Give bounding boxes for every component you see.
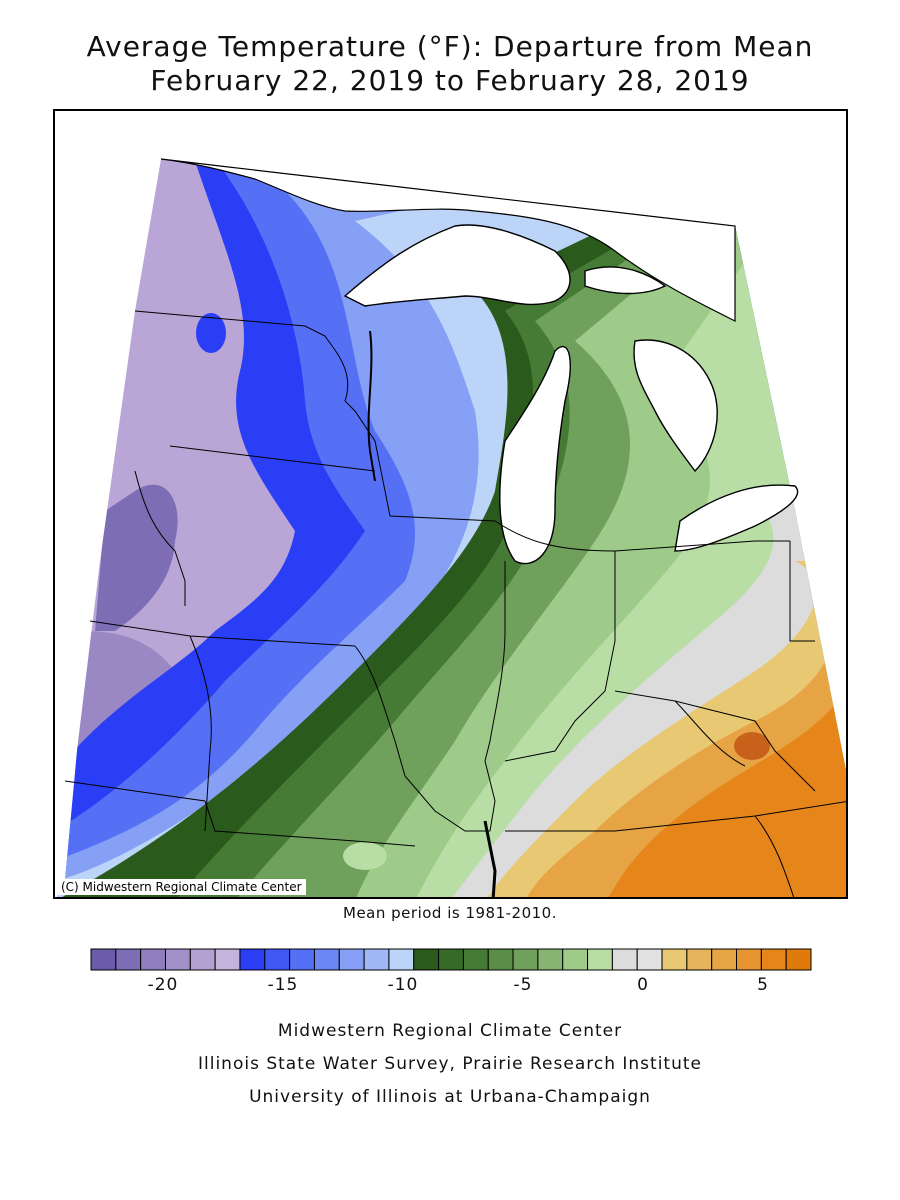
- legend-swatch: [289, 948, 315, 971]
- state-boundaries: [64, 310, 846, 897]
- color-legend: [90, 948, 812, 971]
- legend-tick-label: 5: [757, 975, 769, 995]
- legend-tick-label: -20: [147, 975, 179, 995]
- legend-swatch: [264, 948, 291, 971]
- legend-swatch: [388, 948, 415, 971]
- map-date-range: February 22, 2019 to February 28, 2019: [150, 64, 750, 97]
- legend-swatch: [636, 948, 663, 971]
- legend-swatch: [438, 948, 464, 971]
- copyright-label: (C) Midwestern Regional Climate Center: [57, 879, 306, 895]
- legend-tick-label: 0: [637, 975, 649, 995]
- upper-michigan-lake: [584, 266, 667, 295]
- legend-swatch: [711, 948, 738, 971]
- lake-erie: [674, 484, 799, 552]
- legend-swatch: [462, 948, 489, 971]
- legend-swatch: [487, 948, 514, 971]
- map-canvas: [55, 158, 846, 897]
- lake-michigan: [499, 345, 571, 565]
- legend-tick-label: -10: [387, 975, 419, 995]
- legend-swatch: [537, 948, 564, 971]
- river-upper: [367, 330, 376, 482]
- legend-swatch: [90, 948, 117, 971]
- legend-tick-label: -15: [267, 975, 299, 995]
- legend-swatch: [313, 948, 340, 971]
- legend-swatch: [686, 948, 713, 971]
- legend-swatch: [164, 948, 191, 971]
- mean-period-note: Mean period is 1981-2010.: [343, 904, 557, 922]
- legend-tick-label: -5: [513, 975, 533, 995]
- legend-swatch: [189, 948, 216, 971]
- legend-swatch: [587, 948, 613, 971]
- credit-organization: Midwestern Regional Climate Center: [277, 1021, 623, 1041]
- lake-huron: [633, 339, 718, 473]
- legend-tick-labels: -20 -15 -10 -5 0 5: [0, 975, 900, 999]
- canada-region: [160, 158, 736, 322]
- legend-swatch: [760, 948, 787, 971]
- legend-swatch: [512, 948, 539, 971]
- river-line: [483, 820, 497, 897]
- legend-swatch: [214, 948, 241, 971]
- legend-swatch: [363, 948, 390, 971]
- legend-swatch: [661, 948, 688, 971]
- map-title: Average Temperature (°F): Departure from…: [86, 30, 814, 63]
- legend-swatch: [115, 948, 142, 971]
- legend-swatch: [611, 948, 638, 971]
- legend-swatch: [140, 948, 166, 971]
- legend-swatch: [785, 948, 812, 971]
- legend-swatch: [239, 948, 266, 971]
- credit-survey: Illinois State Water Survey, Prairie Res…: [198, 1054, 702, 1074]
- legend-swatch: [736, 948, 762, 971]
- legend-swatch: [413, 948, 440, 971]
- lake-superior: [343, 224, 571, 307]
- legend-swatch: [562, 948, 589, 971]
- great-lakes: [343, 224, 799, 565]
- temperature-departure-map: (C) Midwestern Regional Climate Center: [53, 109, 848, 899]
- legend-swatch: [338, 948, 365, 971]
- credit-university: University of Illinois at Urbana-Champai…: [249, 1087, 651, 1107]
